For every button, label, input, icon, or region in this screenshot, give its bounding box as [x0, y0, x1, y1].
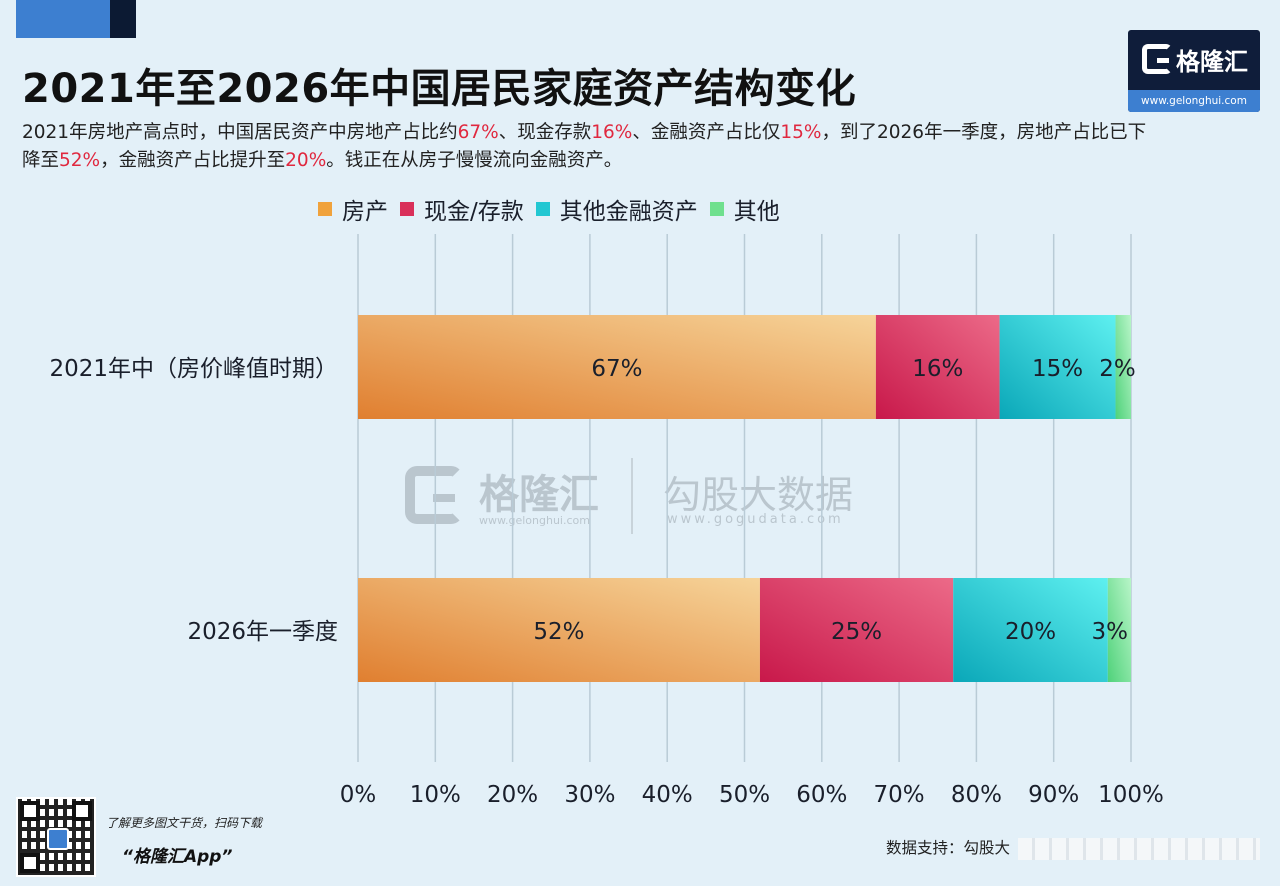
bar-segment — [358, 578, 760, 682]
qr-finder — [20, 801, 40, 821]
legend-swatch — [400, 202, 414, 216]
corner-decoration-dark — [110, 0, 136, 38]
data-label: 20% — [1005, 619, 1056, 645]
legend-swatch — [318, 202, 332, 216]
watermark-separator — [631, 458, 633, 534]
legend-item: 其他金融资产 — [535, 192, 698, 226]
x-tick-label: 30% — [564, 782, 615, 808]
logo-url: www.gelonghui.com — [1128, 90, 1260, 112]
qr-finder — [72, 801, 92, 821]
x-tick-label: 80% — [951, 782, 1002, 808]
data-label: 25% — [831, 619, 882, 645]
watermark-url2: www.gogudata.com — [667, 512, 844, 527]
subtitle-text: 、金融资产占比仅 — [632, 122, 781, 143]
legend-item: 现金/存款 — [400, 192, 524, 226]
watermark-url: www.gelonghui.com — [479, 514, 590, 527]
category-label: 2021年中（房价峰值时期） — [49, 356, 338, 382]
chart-title: 2021年至2026年中国居民家庭资产结构变化 — [22, 66, 857, 112]
chart-legend: 房产 现金/存款 其他金融资产 其他 — [318, 192, 792, 226]
app-name: “格隆汇App” — [122, 847, 233, 867]
bar-segment — [875, 315, 1000, 419]
subtitle-highlight: 15% — [780, 122, 822, 143]
legend-label: 其他金融资产 — [559, 199, 698, 225]
x-tick-label: 100% — [1098, 782, 1164, 808]
logo-name: 格隆汇 — [1176, 48, 1248, 76]
data-source: 数据支持：勾股大 — [886, 839, 1011, 857]
legend-label: 房产 — [342, 199, 388, 225]
bar-segment — [759, 578, 954, 682]
subtitle-text: ，到了2026年一季度，房地产占比已下降至 — [22, 122, 1147, 171]
legend-label: 现金/存款 — [424, 199, 524, 225]
corner-decoration — [16, 0, 110, 38]
subtitle-highlight: 67% — [457, 122, 499, 143]
mosaic-blur — [1018, 838, 1260, 860]
x-tick-label: 10% — [410, 782, 461, 808]
x-tick-label: 90% — [1028, 782, 1079, 808]
data-label: 52% — [533, 619, 584, 645]
watermark-g-icon — [405, 466, 463, 524]
category-label: 2026年一季度 — [187, 619, 338, 645]
qr-logo-icon — [47, 828, 69, 850]
subtitle-text: 。钱正在从房子慢慢流向金融资产。 — [326, 150, 623, 171]
bar-segment — [999, 315, 1116, 419]
qr-code[interactable] — [16, 797, 96, 877]
legend-swatch — [535, 202, 550, 216]
x-tick-label: 70% — [874, 782, 925, 808]
legend-item: 其他 — [709, 192, 780, 226]
qr-finder — [20, 853, 40, 873]
x-tick-label: 60% — [796, 782, 847, 808]
legend-swatch — [709, 202, 724, 216]
data-label: 67% — [591, 356, 642, 382]
qr-caption: 了解更多图文干货，扫码下载 — [106, 816, 263, 830]
subtitle-text: ，金融资产占比提升至 — [100, 150, 286, 171]
chart-subtitle: 2021年房地产高点时，中国居民资产中房地产占比约67%、现金存款16%、金融资… — [22, 119, 1162, 175]
subtitle-highlight: 52% — [59, 150, 101, 171]
data-label: 3% — [1092, 619, 1129, 645]
x-tick-label: 0% — [340, 782, 377, 808]
watermark-name: 格隆汇 — [479, 472, 599, 518]
legend-label: 其他 — [733, 199, 780, 225]
subtitle-highlight: 16% — [591, 122, 633, 143]
bar-segment — [1115, 315, 1131, 419]
subtitle-text: 、现金存款 — [498, 122, 592, 143]
brand-logo: 格隆汇 www.gelonghui.com — [1128, 30, 1260, 112]
data-label: 2% — [1099, 356, 1136, 382]
x-tick-label: 50% — [719, 782, 770, 808]
bar-segment — [953, 578, 1108, 682]
bar-segment — [358, 315, 876, 419]
x-tick-label: 20% — [487, 782, 538, 808]
data-label: 15% — [1032, 356, 1083, 382]
legend-item: 房产 — [318, 192, 388, 226]
subtitle-text: 2021年房地产高点时，中国居民资产中房地产占比约 — [22, 122, 458, 143]
bar-segment — [1107, 578, 1131, 682]
x-tick-label: 40% — [642, 782, 693, 808]
data-label: 16% — [912, 356, 963, 382]
logo-g-icon — [1142, 44, 1172, 74]
subtitle-highlight: 20% — [285, 150, 327, 171]
watermark: 格隆汇 www.gelonghui.com 勾股大数据 www.gogudata… — [405, 458, 885, 538]
